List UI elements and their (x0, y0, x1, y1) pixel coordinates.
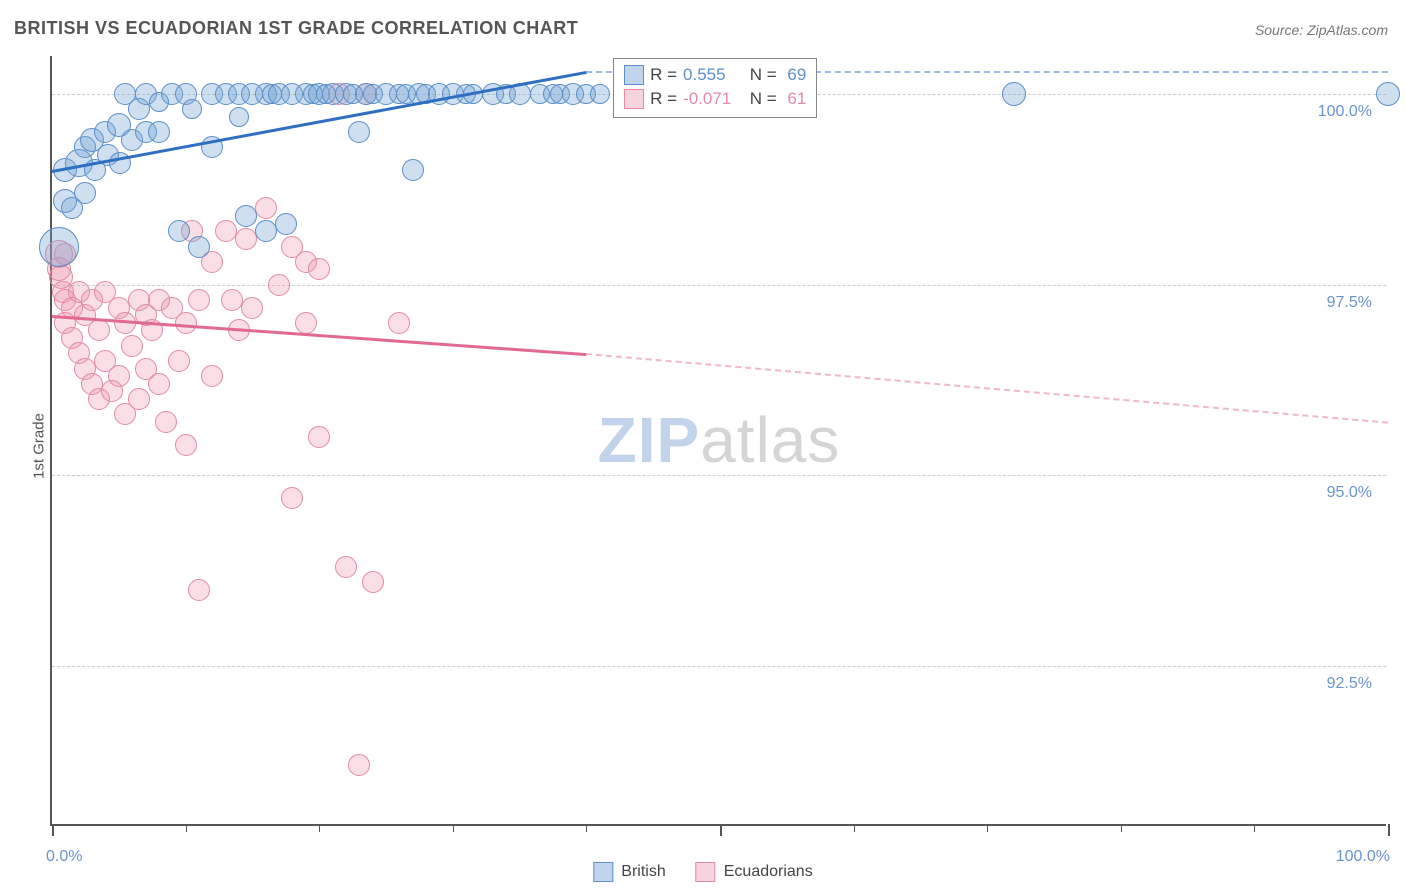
scatter-point-ecuadorians (88, 319, 110, 341)
scatter-point-british (275, 213, 297, 235)
watermark: ZIPatlas (598, 403, 841, 477)
scatter-point-ecuadorians (348, 754, 370, 776)
scatter-point-ecuadorians (295, 312, 317, 334)
scatter-point-ecuadorians (121, 335, 143, 357)
y-tick-label: 95.0% (1327, 484, 1372, 502)
scatter-point-british (74, 182, 96, 204)
scatter-point-ecuadorians (362, 571, 384, 593)
watermark-bold: ZIP (598, 404, 701, 476)
y-tick-label: 92.5% (1327, 675, 1372, 693)
x-tick-minor (586, 824, 587, 832)
scatter-point-british (229, 107, 249, 127)
scatter-point-british (590, 84, 610, 104)
plot-area: ZIPatlas 92.5% 95.0% 97.5% 100.0% R = 0.555 N… (50, 56, 1386, 826)
scatter-point-ecuadorians (241, 297, 263, 319)
legend-n-label: N = (745, 89, 777, 109)
y-tick-label: 100.0% (1318, 103, 1372, 121)
scatter-point-ecuadorians (255, 197, 277, 219)
scatter-point-ecuadorians (235, 228, 257, 250)
scatter-point-ecuadorians (168, 350, 190, 372)
scatter-point-british (182, 99, 202, 119)
x-tick-minor (453, 824, 454, 832)
scatter-point-british (235, 205, 257, 227)
legend-stats-box: R = 0.555 N = 69 R = -0.071 N = 61 (613, 58, 817, 118)
scatter-point-british (402, 159, 424, 181)
x-tick-label: 0.0% (46, 848, 82, 866)
scatter-point-british (348, 121, 370, 143)
gridline-h (52, 666, 1386, 667)
scatter-point-ecuadorians (155, 411, 177, 433)
x-tick-minor (854, 824, 855, 832)
legend-r-label: R = (650, 89, 677, 109)
trendline-ecuadorians-extrap (586, 353, 1388, 424)
scatter-point-british (1002, 82, 1026, 106)
watermark-rest: atlas (700, 404, 840, 476)
scatter-point-ecuadorians (175, 434, 197, 456)
x-tick-minor (319, 824, 320, 832)
scatter-point-ecuadorians (308, 426, 330, 448)
scatter-point-ecuadorians (108, 365, 130, 387)
gridline-h (52, 285, 1386, 286)
scatter-point-ecuadorians (175, 312, 197, 334)
scatter-point-british (188, 236, 210, 258)
legend-r-label: R = (650, 65, 677, 85)
scatter-point-british (255, 220, 277, 242)
scatter-point-ecuadorians (215, 220, 237, 242)
legend-swatch-icon (696, 862, 716, 882)
scatter-point-ecuadorians (308, 258, 330, 280)
scatter-point-british (1376, 82, 1400, 106)
x-tick-minor (1254, 824, 1255, 832)
scatter-point-ecuadorians (335, 556, 357, 578)
scatter-point-ecuadorians (188, 579, 210, 601)
y-axis-label: 1st Grade (30, 413, 47, 479)
legend-bottom: British Ecuadorians (593, 862, 812, 882)
legend-r-value: -0.071 (683, 89, 739, 109)
scatter-point-ecuadorians (388, 312, 410, 334)
chart-source: Source: ZipAtlas.com (1255, 22, 1388, 38)
scatter-point-ecuadorians (148, 373, 170, 395)
legend-r-value: 0.555 (683, 65, 739, 85)
scatter-point-ecuadorians (201, 365, 223, 387)
legend-swatch-icon (624, 89, 644, 109)
legend-n-value: 61 (783, 89, 807, 109)
x-tick-minor (186, 824, 187, 832)
legend-swatch-icon (624, 65, 644, 85)
legend-item: Ecuadorians (696, 862, 813, 882)
scatter-point-ecuadorians (188, 289, 210, 311)
legend-item: British (593, 862, 665, 882)
x-tick-minor (1121, 824, 1122, 832)
x-tick-major (720, 824, 722, 836)
scatter-point-british (39, 227, 79, 267)
x-tick-minor (987, 824, 988, 832)
x-tick-label: 100.0% (1336, 848, 1390, 866)
y-tick-label: 97.5% (1327, 294, 1372, 312)
scatter-point-british (168, 220, 190, 242)
legend-label: Ecuadorians (724, 863, 813, 881)
x-tick-major (52, 824, 54, 836)
legend-swatch-icon (593, 862, 613, 882)
scatter-point-british (148, 121, 170, 143)
scatter-point-ecuadorians (281, 487, 303, 509)
legend-n-label: N = (745, 65, 777, 85)
legend-stats-row: R = 0.555 N = 69 (624, 63, 806, 87)
chart-title: BRITISH VS ECUADORIAN 1ST GRADE CORRELAT… (14, 18, 578, 39)
legend-stats-row: R = -0.071 N = 61 (624, 87, 806, 111)
scatter-point-ecuadorians (128, 388, 150, 410)
legend-label: British (621, 863, 665, 881)
legend-n-value: 69 (783, 65, 807, 85)
scatter-point-ecuadorians (268, 274, 290, 296)
gridline-h (52, 475, 1386, 476)
x-tick-major (1388, 824, 1390, 836)
scatter-point-ecuadorians (221, 289, 243, 311)
